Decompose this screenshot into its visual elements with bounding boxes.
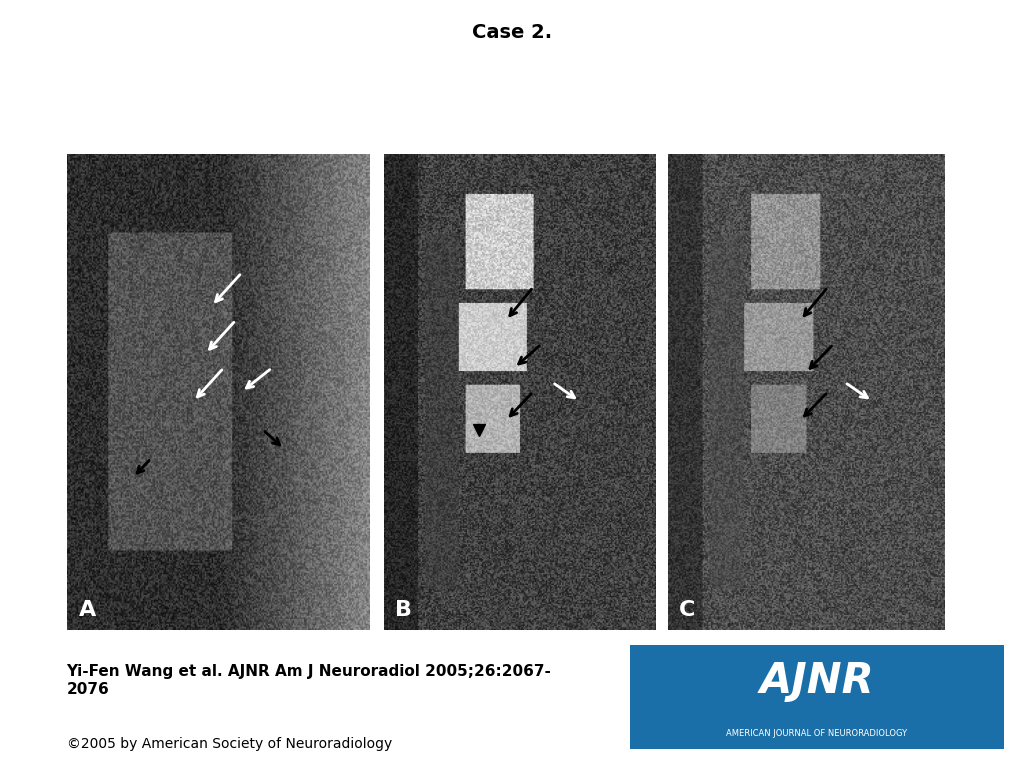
- Bar: [630, 645, 1004, 749]
- Text: C: C: [679, 601, 695, 621]
- Text: ©2005 by American Society of Neuroradiology: ©2005 by American Society of Neuroradiol…: [67, 737, 392, 751]
- Text: B: B: [395, 601, 412, 621]
- Text: Case 2.: Case 2.: [472, 23, 552, 42]
- Text: Yi-Fen Wang et al. AJNR Am J Neuroradiol 2005;26:2067-
2076: Yi-Fen Wang et al. AJNR Am J Neuroradiol…: [67, 664, 552, 697]
- Text: A: A: [79, 601, 96, 621]
- Text: AMERICAN JOURNAL OF NEURORADIOLOGY: AMERICAN JOURNAL OF NEURORADIOLOGY: [726, 729, 907, 738]
- Text: AJNR: AJNR: [760, 660, 873, 703]
